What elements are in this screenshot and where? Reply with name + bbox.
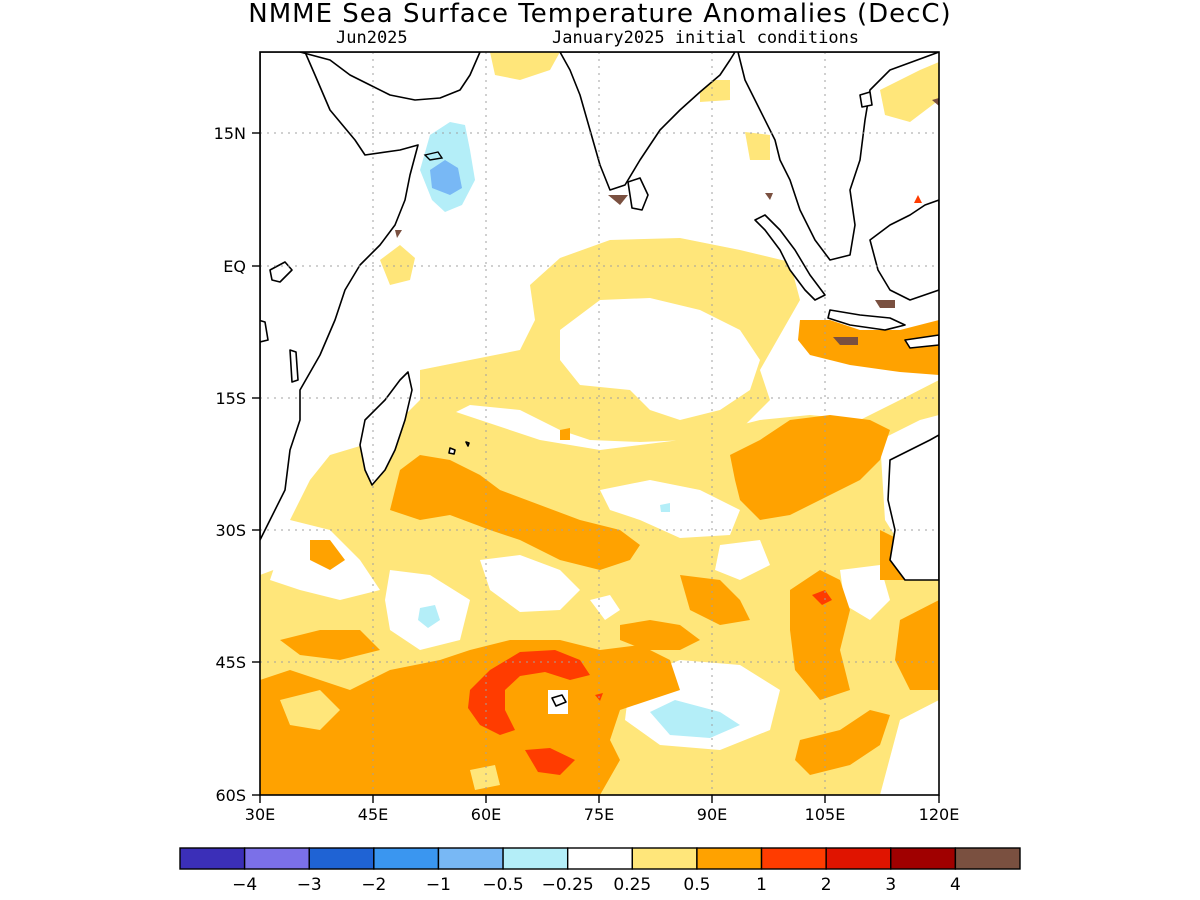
colorbar: −4 −3 −2 −1 −0.5 −0.25 0.25 0.5 1 2 3 4 [179, 847, 1021, 895]
colorbar-label: −1 [426, 875, 451, 895]
anomaly-spot-java-sea [914, 195, 922, 203]
colorbar-swatch [373, 847, 440, 870]
sumatra [754, 214, 826, 301]
colorbar-label: 0.5 [683, 875, 710, 895]
colorbar-label: −4 [232, 875, 257, 895]
colorbar-label: 3 [885, 875, 896, 895]
y-axis-labels: 15N EQ 15S 30S 45S 60S [214, 124, 246, 805]
colorbar-swatch [890, 847, 957, 870]
java [827, 309, 906, 331]
anomaly-level-1 [468, 590, 832, 775]
lesser-sunda [904, 334, 939, 349]
colorbar-label: 0.25 [613, 875, 651, 895]
colorbar-swatch [760, 847, 827, 870]
madagascar [359, 371, 413, 486]
x-tick-label: 45E [358, 805, 388, 824]
grid-lines [260, 52, 939, 795]
colorbar-swatch [696, 847, 763, 870]
anomaly-level-0.25-inner [280, 690, 500, 790]
lake-victoria [269, 261, 293, 283]
y-tick-label: 30S [215, 521, 246, 540]
kerguelen [551, 694, 567, 707]
chart-subtitle-date: Jun2025 [336, 28, 408, 48]
colorbar-swatch [308, 847, 375, 870]
y-tick-label: EQ [223, 257, 246, 276]
y-tick-label: 15N [214, 124, 246, 143]
arabia-coast [299, 52, 481, 101]
colorbar-swatch [631, 847, 698, 870]
x-tick-label: 75E [584, 805, 614, 824]
x-tick-label: 30E [245, 805, 275, 824]
southeast-asia-coast [737, 52, 939, 261]
colorbar-swatch [954, 847, 1021, 870]
socotra [423, 151, 444, 161]
chart-subtitle-init: January2025 initial conditions [552, 28, 860, 48]
colorbar-label: −3 [297, 875, 322, 895]
colorbar-swatch [825, 847, 892, 870]
borneo [869, 199, 939, 301]
colorbar-swatch [502, 847, 569, 870]
y-tick-label: 60S [215, 786, 246, 805]
colorbar-label: −2 [361, 875, 386, 895]
hainan [859, 91, 873, 108]
y-tick-label: 15S [215, 389, 246, 408]
anomaly-level-negative [418, 122, 740, 738]
x-tick-label: 60E [471, 805, 501, 824]
australia-coast [887, 434, 939, 581]
colorbar-label: 4 [950, 875, 961, 895]
lake-malawi [289, 349, 299, 383]
africa-coast [260, 52, 419, 541]
colorbar-swatch [243, 847, 310, 870]
colorbar-label: −0.5 [482, 875, 523, 895]
y-tick-label: 45S [215, 653, 246, 672]
x-tick-label: 105E [805, 805, 846, 824]
coastlines [260, 52, 939, 707]
anomaly-level-4 [395, 98, 939, 345]
colorbar-swatch [179, 847, 246, 870]
colorbar-label: −0.25 [542, 875, 594, 895]
india-coast [559, 52, 736, 191]
x-tick-label: 90E [697, 805, 727, 824]
colorbar-swatch [566, 847, 634, 870]
sri-lanka [627, 177, 649, 211]
colorbar-label: 1 [756, 875, 767, 895]
mauritius [465, 441, 470, 447]
reunion [448, 447, 456, 455]
chart-title: NMME Sea Surface Temperature Anomalies (… [248, 0, 952, 29]
axis-ticks [252, 132, 940, 803]
lake-tanganyika [260, 319, 269, 343]
colorbar-label: 2 [821, 875, 832, 895]
x-axis-labels: 30E 45E 60E 75E 90E 105E 120E [245, 805, 960, 824]
x-tick-label: 120E [919, 805, 960, 824]
anomaly-field [260, 52, 939, 795]
colorbar-swatch [437, 847, 504, 870]
